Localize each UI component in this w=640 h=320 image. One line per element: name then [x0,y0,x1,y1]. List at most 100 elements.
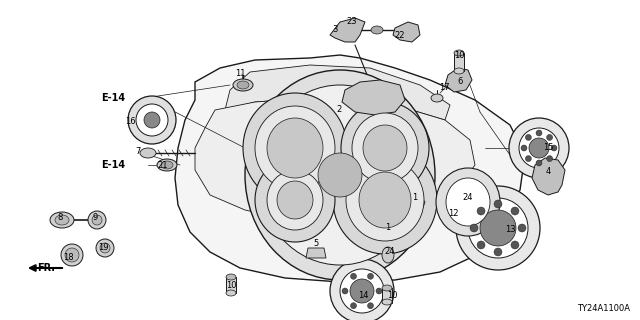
Text: E-14: E-14 [101,160,125,170]
Text: 10: 10 [454,52,464,60]
Text: 1: 1 [412,194,418,203]
Text: 4: 4 [545,167,550,177]
Ellipse shape [352,113,418,183]
Text: 3: 3 [332,26,338,35]
Text: 15: 15 [543,143,553,153]
Ellipse shape [88,211,106,229]
Text: 13: 13 [505,226,515,235]
Text: 6: 6 [458,77,463,86]
Ellipse shape [456,200,468,216]
Polygon shape [342,80,405,115]
Ellipse shape [245,70,435,280]
Ellipse shape [551,145,557,151]
Polygon shape [408,196,425,212]
Text: TY24A1100A: TY24A1100A [577,304,630,313]
Text: 17: 17 [438,84,449,92]
Ellipse shape [470,224,478,232]
Polygon shape [225,65,450,120]
Ellipse shape [100,243,110,253]
Ellipse shape [525,156,531,162]
Ellipse shape [454,68,464,74]
Polygon shape [306,248,326,258]
Ellipse shape [351,303,356,309]
Ellipse shape [367,273,374,279]
Ellipse shape [226,274,236,280]
Ellipse shape [382,299,392,305]
Ellipse shape [511,207,519,215]
Ellipse shape [55,215,69,225]
Text: 8: 8 [58,213,63,222]
Text: 19: 19 [98,244,108,252]
Ellipse shape [351,273,356,279]
Ellipse shape [525,134,531,140]
Text: 16: 16 [125,116,135,125]
Polygon shape [532,158,565,195]
Text: 11: 11 [235,69,245,78]
Text: 9: 9 [92,213,98,222]
Polygon shape [175,55,525,282]
Ellipse shape [258,85,422,265]
Ellipse shape [267,118,323,178]
Ellipse shape [431,94,443,102]
Polygon shape [445,68,472,92]
Ellipse shape [50,212,74,228]
Ellipse shape [341,102,429,194]
Ellipse shape [65,248,79,262]
Ellipse shape [547,156,552,162]
Text: 12: 12 [448,209,458,218]
Text: 10: 10 [226,282,236,291]
Ellipse shape [454,50,464,56]
Ellipse shape [436,168,500,236]
Ellipse shape [92,215,102,225]
Ellipse shape [140,148,156,158]
Ellipse shape [382,247,394,263]
Ellipse shape [330,259,394,320]
Text: 23: 23 [347,18,357,27]
Ellipse shape [518,224,526,232]
Ellipse shape [359,172,411,228]
Ellipse shape [157,159,177,171]
Ellipse shape [233,79,253,91]
Polygon shape [380,224,397,239]
Ellipse shape [468,198,528,258]
Ellipse shape [161,161,173,169]
Ellipse shape [267,170,323,230]
Ellipse shape [446,178,490,226]
Text: 10: 10 [387,291,397,300]
Ellipse shape [128,96,176,144]
Text: 22: 22 [395,31,405,41]
Ellipse shape [255,158,335,242]
Ellipse shape [480,210,516,246]
Text: 1: 1 [385,222,390,231]
Ellipse shape [536,130,542,136]
Ellipse shape [382,285,392,291]
Bar [382,288,392,303]
Ellipse shape [61,244,83,266]
Ellipse shape [243,93,347,203]
Ellipse shape [350,279,374,303]
Polygon shape [393,22,420,42]
Ellipse shape [511,241,519,249]
Ellipse shape [340,269,384,313]
Ellipse shape [547,134,552,140]
Ellipse shape [346,159,424,241]
Ellipse shape [342,288,348,294]
Ellipse shape [144,112,160,128]
Ellipse shape [333,146,437,254]
Ellipse shape [371,26,383,34]
Ellipse shape [477,207,485,215]
Ellipse shape [494,248,502,256]
Text: 24: 24 [463,194,473,203]
Polygon shape [330,18,365,42]
Ellipse shape [363,125,407,171]
Ellipse shape [529,138,549,158]
Ellipse shape [519,128,559,168]
Ellipse shape [477,241,485,249]
Text: 21: 21 [157,161,168,170]
Ellipse shape [318,153,362,197]
Text: 5: 5 [314,239,319,249]
Text: 24: 24 [385,247,396,257]
Ellipse shape [456,186,540,270]
Ellipse shape [536,160,542,166]
Text: 18: 18 [63,253,74,262]
